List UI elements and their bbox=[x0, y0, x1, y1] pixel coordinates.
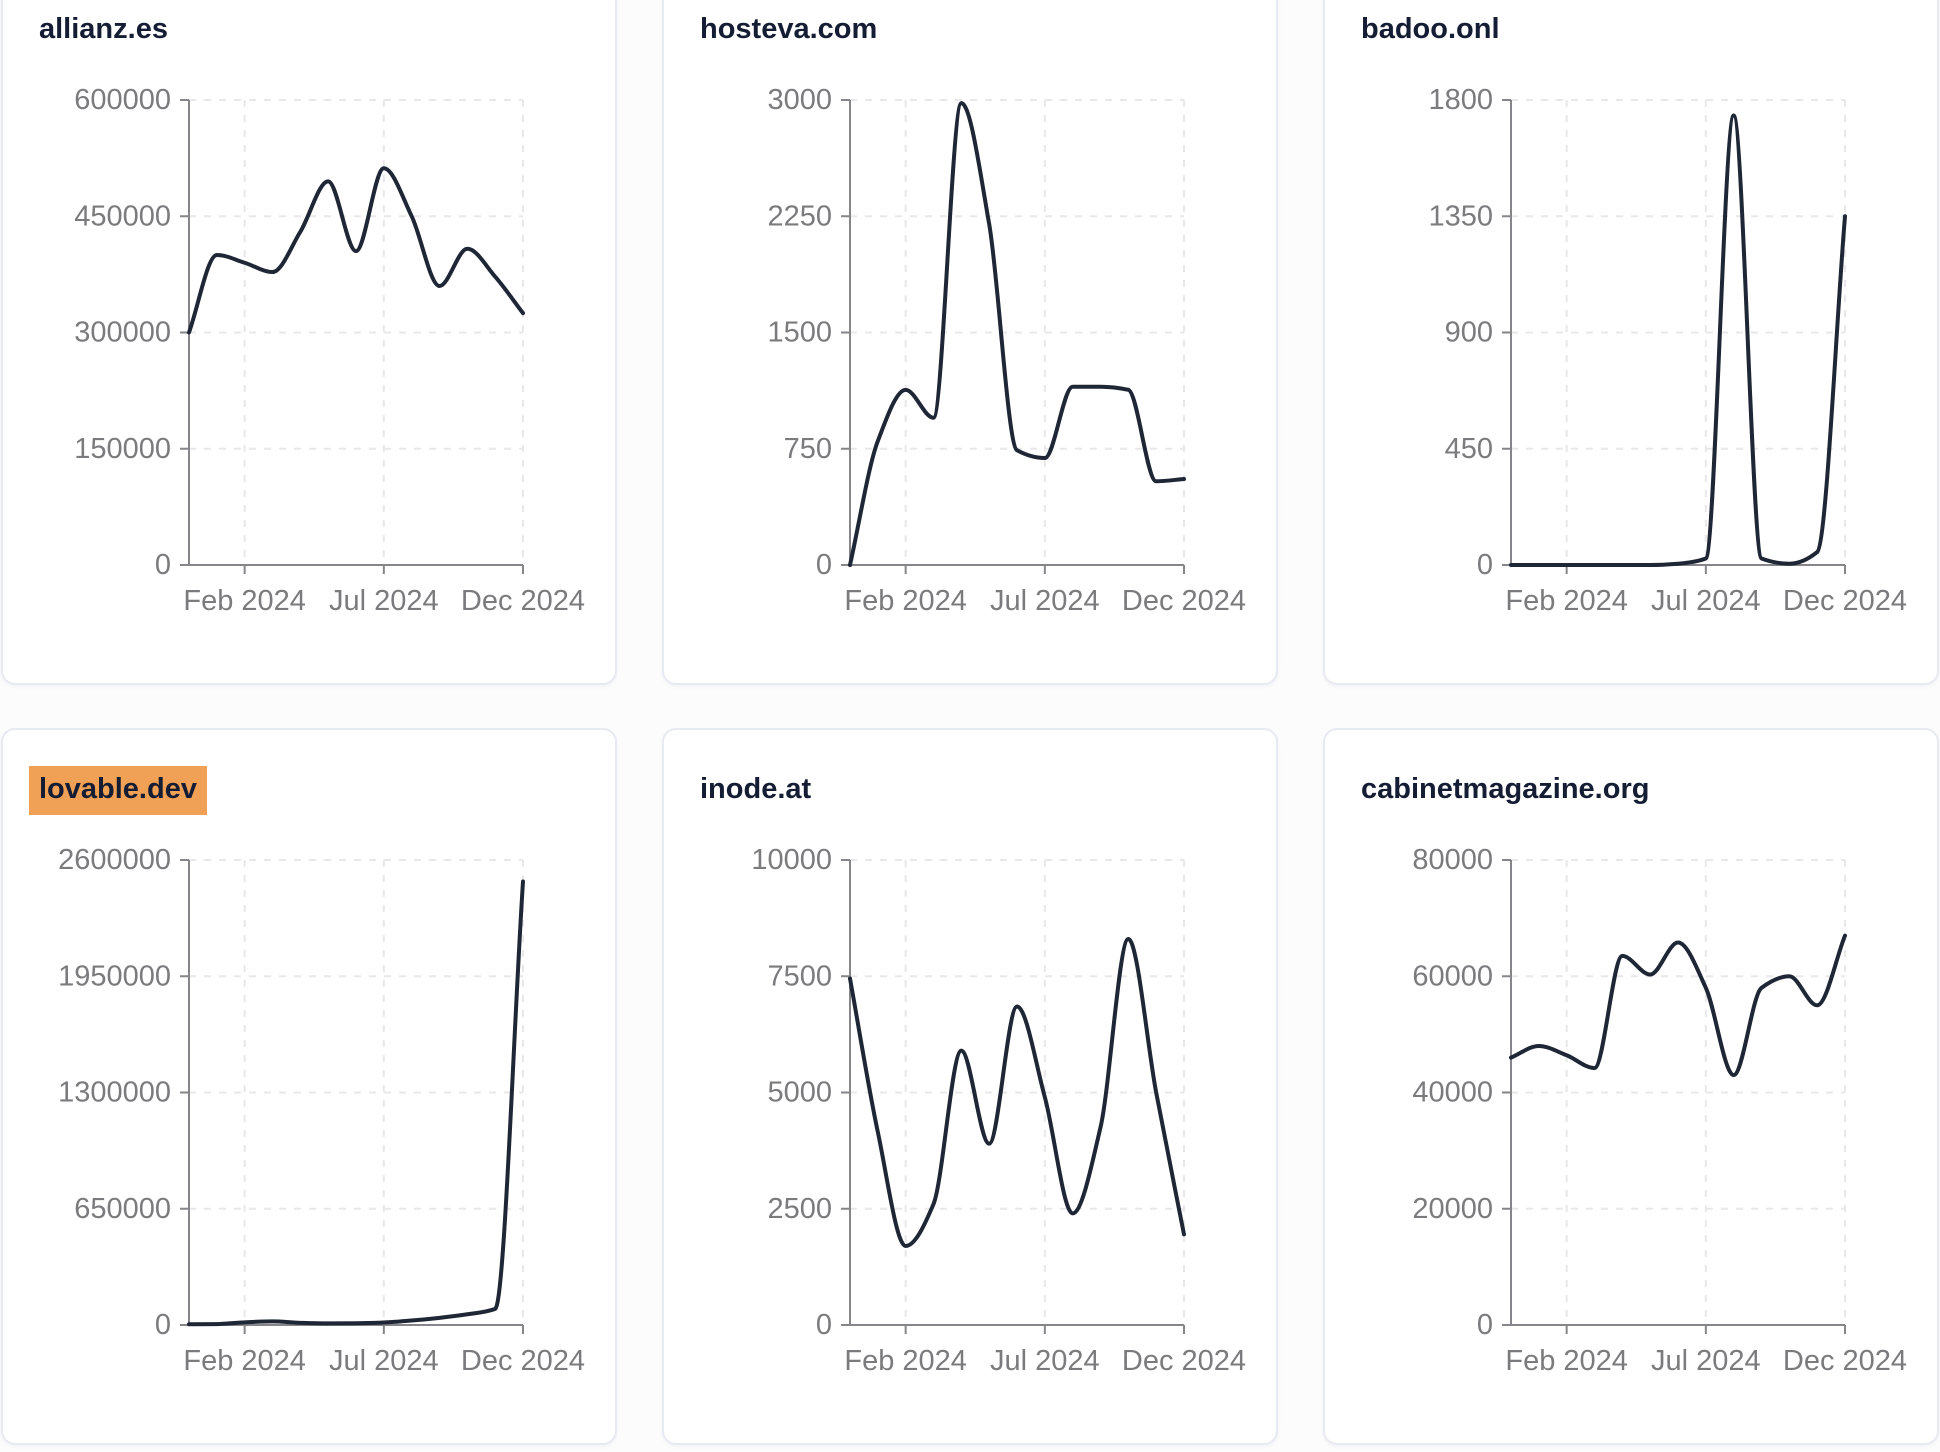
y-tick-label: 150000 bbox=[74, 433, 171, 465]
series-line bbox=[1509, 113, 1847, 567]
chart-card: allianz.es 0 150000 300000 450000 600000 Feb … bbox=[1, 0, 617, 685]
gridlines bbox=[189, 859, 524, 1325]
x-tick-label: Feb 2024 bbox=[183, 1345, 306, 1377]
chart-title: lovable.dev bbox=[29, 766, 207, 815]
y-tick-label: 900 bbox=[1445, 317, 1493, 349]
traffic-line-chart: 0 20000 40000 60000 80000 Feb 2024 Jul 2024 Dec… bbox=[1412, 844, 1907, 1377]
y-tick-label: 450000 bbox=[74, 200, 171, 232]
y-tick-label: 0 bbox=[1477, 1309, 1493, 1341]
gridlines bbox=[189, 99, 524, 565]
gridlines bbox=[850, 99, 1185, 565]
x-tick-label: Feb 2024 bbox=[844, 585, 967, 617]
series-line bbox=[1509, 933, 1847, 1078]
y-tick-label: 300000 bbox=[74, 317, 171, 349]
gridlines bbox=[850, 859, 1185, 1325]
x-tick-label: Dec 2024 bbox=[1783, 1345, 1907, 1377]
chart-title: inode.at bbox=[700, 770, 811, 808]
x-tick-label: Feb 2024 bbox=[1505, 1345, 1628, 1377]
tick-labels: 0 450 900 1350 1800 Feb 2024 Jul 2024 Dec 2024 bbox=[1428, 84, 1907, 617]
y-tick-label: 1500 bbox=[767, 317, 832, 349]
axes bbox=[1502, 99, 1846, 574]
tick-labels: 0 750 1500 2250 3000 Feb 2024 Jul 2024 Dec 2024 bbox=[767, 84, 1246, 617]
chart-card: hosteva.com 0 750 1500 2250 3000 Feb 2024 Jul … bbox=[662, 0, 1278, 685]
axes bbox=[841, 99, 1185, 574]
x-tick-label: Jul 2024 bbox=[1651, 1345, 1761, 1377]
domain-label: lovable.dev bbox=[29, 766, 207, 815]
chart-card: lovable.dev 0 650000 1300000 1950000 2600000… bbox=[1, 728, 617, 1445]
y-tick-label: 600000 bbox=[74, 84, 171, 116]
traffic-line-chart: 0 450 900 1350 1800 Feb 2024 Jul 2024 Dec 2024 bbox=[1428, 84, 1907, 617]
x-tick-label: Jul 2024 bbox=[1651, 585, 1761, 617]
x-tick-label: Dec 2024 bbox=[1783, 585, 1907, 617]
traffic-line-chart: 0 650000 1300000 1950000 2600000 Feb 2024 Jul … bbox=[58, 844, 585, 1377]
y-tick-label: 60000 bbox=[1412, 960, 1493, 992]
y-tick-label: 1350 bbox=[1428, 200, 1493, 232]
x-tick-label: Feb 2024 bbox=[183, 585, 306, 617]
y-tick-label: 1800 bbox=[1428, 84, 1493, 116]
y-tick-label: 450 bbox=[1445, 433, 1493, 465]
y-tick-label: 0 bbox=[155, 549, 171, 581]
x-tick-label: Dec 2024 bbox=[1122, 1345, 1246, 1377]
y-tick-label: 0 bbox=[816, 1309, 832, 1341]
axes bbox=[1502, 859, 1846, 1334]
y-tick-label: 5000 bbox=[767, 1077, 832, 1109]
axes bbox=[841, 859, 1185, 1334]
tick-labels: 0 2500 5000 7500 10000 Feb 2024 Jul 2024 Dec 20… bbox=[751, 844, 1246, 1377]
gridlines bbox=[1511, 859, 1846, 1325]
chart-card: badoo.onl 0 450 900 1350 1800 Feb 2024 Jul 202… bbox=[1323, 0, 1939, 685]
y-tick-label: 1300000 bbox=[58, 1077, 171, 1109]
y-tick-label: 2250 bbox=[767, 200, 832, 232]
axes bbox=[180, 99, 524, 574]
y-tick-label: 2500 bbox=[767, 1193, 832, 1225]
x-tick-label: Jul 2024 bbox=[990, 1345, 1100, 1377]
y-tick-label: 40000 bbox=[1412, 1077, 1493, 1109]
y-tick-label: 750 bbox=[784, 433, 832, 465]
tick-labels: 0 650000 1300000 1950000 2600000 Feb 2024 Jul … bbox=[58, 844, 585, 1377]
y-tick-label: 80000 bbox=[1412, 844, 1493, 876]
y-tick-label: 0 bbox=[1477, 549, 1493, 581]
x-tick-label: Jul 2024 bbox=[990, 585, 1100, 617]
y-tick-label: 3000 bbox=[767, 84, 832, 116]
y-tick-label: 7500 bbox=[767, 960, 832, 992]
y-tick-label: 1950000 bbox=[58, 960, 171, 992]
x-tick-label: Dec 2024 bbox=[1122, 585, 1246, 617]
y-tick-label: 0 bbox=[155, 1309, 171, 1341]
domain-label: cabinetmagazine.org bbox=[1361, 773, 1650, 805]
tick-labels: 0 20000 40000 60000 80000 Feb 2024 Jul 2024 Dec… bbox=[1412, 844, 1907, 1377]
chart-card: inode.at 0 2500 5000 7500 10000 Feb 2024 Jul 2… bbox=[662, 728, 1278, 1445]
x-tick-label: Dec 2024 bbox=[461, 1345, 585, 1377]
domain-label: allianz.es bbox=[39, 13, 168, 45]
y-tick-label: 0 bbox=[816, 549, 832, 581]
series-line bbox=[848, 937, 1186, 1248]
chart-title: cabinetmagazine.org bbox=[1361, 770, 1649, 808]
traffic-line-chart: 0 2500 5000 7500 10000 Feb 2024 Jul 2024 Dec 20… bbox=[751, 844, 1246, 1377]
domain-label: inode.at bbox=[700, 773, 812, 805]
y-tick-label: 2600000 bbox=[58, 844, 171, 876]
tick-labels: 0 150000 300000 450000 600000 Feb 2024 Jul 202… bbox=[74, 84, 585, 617]
traffic-line-chart: 0 150000 300000 450000 600000 Feb 2024 Jul 202… bbox=[74, 84, 585, 617]
domain-label: badoo.onl bbox=[1361, 13, 1500, 45]
x-tick-label: Jul 2024 bbox=[329, 1345, 439, 1377]
y-tick-label: 20000 bbox=[1412, 1193, 1493, 1225]
y-tick-label: 10000 bbox=[751, 844, 832, 876]
x-tick-label: Dec 2024 bbox=[461, 585, 585, 617]
chart-title: allianz.es bbox=[39, 10, 168, 48]
series-line bbox=[848, 101, 1186, 567]
x-tick-label: Jul 2024 bbox=[329, 585, 439, 617]
series-line bbox=[187, 879, 525, 1327]
series-line bbox=[187, 166, 525, 335]
traffic-line-chart: 0 750 1500 2250 3000 Feb 2024 Jul 2024 Dec 2024 bbox=[767, 84, 1246, 617]
chart-title: hosteva.com bbox=[700, 10, 877, 48]
axes bbox=[180, 859, 524, 1334]
gridlines bbox=[1511, 99, 1846, 565]
chart-card: cabinetmagazine.org 0 20000 40000 60000 8000… bbox=[1323, 728, 1939, 1445]
x-tick-label: Feb 2024 bbox=[844, 1345, 967, 1377]
chart-title: badoo.onl bbox=[1361, 10, 1500, 48]
domain-label: hosteva.com bbox=[700, 13, 878, 45]
y-tick-label: 650000 bbox=[74, 1193, 171, 1225]
x-tick-label: Feb 2024 bbox=[1505, 585, 1628, 617]
